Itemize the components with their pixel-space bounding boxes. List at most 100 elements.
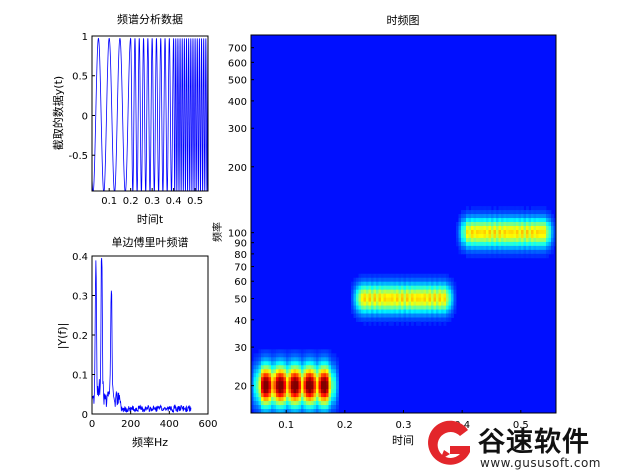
tf-cell bbox=[471, 218, 474, 223]
tf-cell bbox=[323, 397, 327, 402]
tf-cell bbox=[518, 245, 522, 251]
tf-cell bbox=[263, 365, 267, 370]
tf-cell bbox=[526, 233, 529, 239]
tf-cell bbox=[506, 229, 509, 235]
tf-cell bbox=[523, 237, 527, 243]
tf-cell bbox=[541, 229, 544, 235]
tf-x-tick-label: 0.2 bbox=[337, 420, 353, 431]
tf-cell bbox=[466, 210, 469, 215]
tf-cell bbox=[398, 313, 402, 318]
tf-cell bbox=[416, 289, 419, 295]
tf-cell bbox=[308, 389, 312, 394]
tf-cell bbox=[428, 317, 432, 322]
tf-cell bbox=[266, 381, 269, 386]
tf-cell bbox=[388, 289, 392, 295]
tf-cell bbox=[321, 377, 324, 382]
tf-cell bbox=[388, 305, 392, 310]
tf-cell bbox=[271, 385, 274, 390]
tf-cell bbox=[388, 317, 392, 322]
tf-cell bbox=[283, 405, 287, 410]
tf-cell bbox=[291, 393, 294, 398]
tf-cell bbox=[386, 301, 389, 306]
tf-cell bbox=[306, 405, 309, 410]
tf-cell bbox=[298, 401, 302, 406]
tf-cell bbox=[306, 373, 309, 378]
tf-cell bbox=[418, 281, 422, 287]
tf-cell bbox=[421, 297, 424, 302]
tf-cell bbox=[373, 289, 377, 295]
tf-cell bbox=[273, 365, 277, 370]
tf-cell bbox=[411, 273, 414, 279]
tf-cell bbox=[283, 361, 287, 366]
tf-cell bbox=[303, 357, 307, 362]
tf-cell bbox=[391, 281, 394, 287]
tf-cell bbox=[386, 273, 389, 279]
tf-cell bbox=[511, 229, 514, 235]
tf-cell bbox=[476, 229, 479, 235]
tf-cell bbox=[366, 301, 369, 306]
tf-cell bbox=[276, 357, 279, 362]
tf-cell bbox=[396, 309, 399, 314]
tf-cell bbox=[366, 305, 369, 310]
tf-cell bbox=[328, 381, 332, 386]
tf-cell bbox=[371, 317, 374, 322]
tf-cell bbox=[433, 309, 437, 314]
tf-cell bbox=[376, 293, 379, 299]
tf-cell bbox=[531, 218, 534, 223]
tf-cell bbox=[446, 277, 449, 283]
tf-cell bbox=[408, 297, 412, 302]
tf-cell bbox=[256, 361, 259, 366]
tf-cell bbox=[263, 389, 267, 394]
tf-cell bbox=[466, 241, 469, 247]
tf-cell bbox=[251, 377, 254, 382]
tf-cell bbox=[353, 285, 357, 291]
tf-cell bbox=[411, 281, 414, 287]
tf-cell bbox=[323, 389, 327, 394]
tf-cell bbox=[421, 309, 424, 314]
tf-cell bbox=[291, 373, 294, 378]
tf-cell bbox=[551, 218, 554, 223]
watermark-logo-icon bbox=[428, 420, 470, 465]
tf-cell bbox=[253, 365, 257, 370]
tf-cell bbox=[533, 210, 537, 215]
tf-cell bbox=[383, 321, 387, 326]
tf-cell bbox=[333, 393, 337, 398]
tf-cell bbox=[498, 206, 502, 211]
tf-cell bbox=[308, 349, 312, 354]
tf-cell bbox=[261, 361, 264, 366]
tf-cell bbox=[481, 218, 484, 223]
tf-cell bbox=[428, 289, 432, 295]
tf-cell bbox=[411, 297, 414, 302]
tf-cell bbox=[416, 317, 419, 322]
tf-cell bbox=[528, 210, 532, 215]
tf-cell bbox=[473, 210, 477, 215]
tf-cell bbox=[411, 285, 414, 291]
tf-cell bbox=[288, 377, 292, 382]
tf-cell bbox=[441, 313, 444, 318]
tf-cell bbox=[298, 397, 302, 402]
tf-cell bbox=[388, 297, 392, 302]
tf-cell bbox=[273, 401, 277, 406]
tf-cell bbox=[378, 313, 382, 318]
tf-cell bbox=[506, 237, 509, 243]
tf-cell bbox=[511, 241, 514, 247]
tf-cell bbox=[311, 361, 314, 366]
tf-cell bbox=[256, 385, 259, 390]
tf-cell bbox=[436, 313, 439, 318]
tf-cell bbox=[528, 229, 532, 235]
tf-cell bbox=[323, 377, 327, 382]
tf-cell bbox=[321, 373, 324, 378]
tf-cell bbox=[531, 229, 534, 235]
tf-cell bbox=[498, 214, 502, 219]
tf-cell bbox=[461, 229, 464, 235]
tf-cell bbox=[373, 277, 377, 283]
tf-cell bbox=[553, 233, 557, 239]
tf-cell bbox=[258, 377, 262, 382]
tf-cell bbox=[256, 353, 259, 358]
tf-cell bbox=[476, 210, 479, 215]
tf-cell bbox=[281, 377, 284, 382]
tf-cell bbox=[538, 249, 542, 255]
tf-cell bbox=[448, 305, 452, 310]
tf-cell bbox=[483, 237, 487, 243]
tf-title: 时频图 bbox=[387, 13, 420, 27]
